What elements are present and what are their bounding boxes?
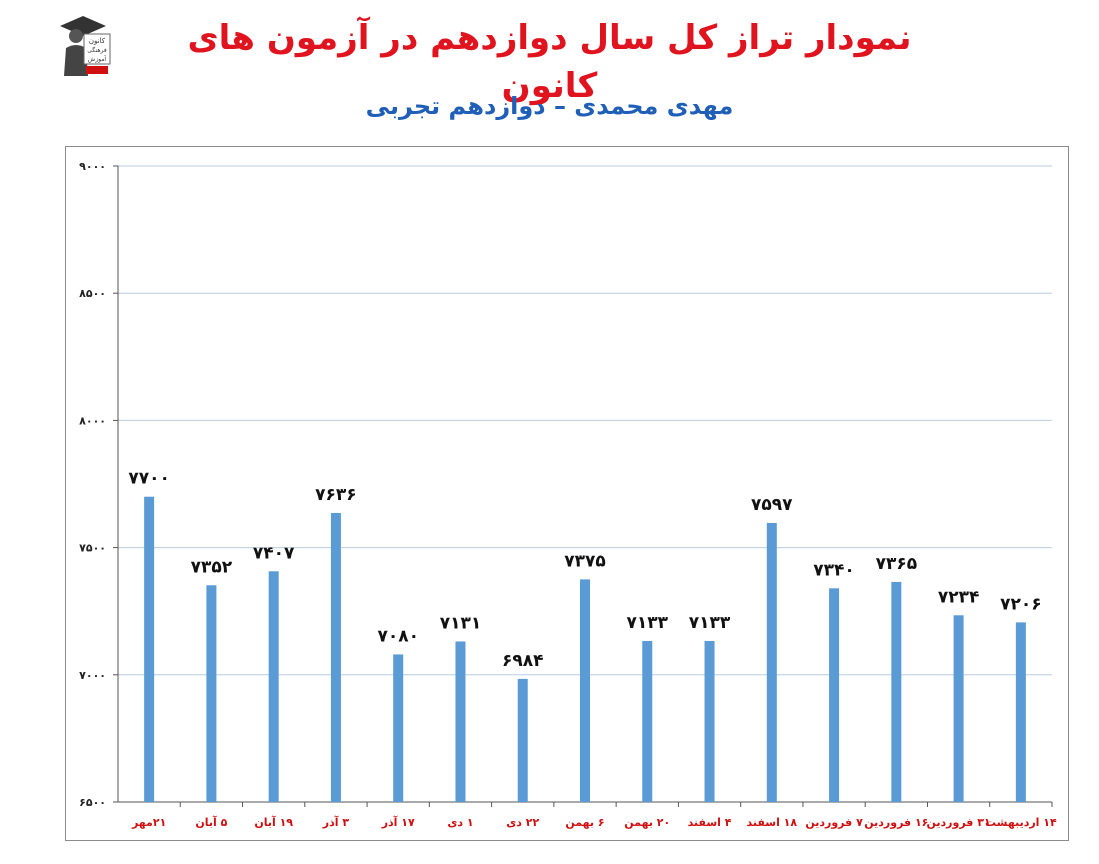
x-tick-label: ۲۱مهر — [131, 816, 166, 829]
y-tick-label: ۷۰۰۰ — [79, 669, 106, 682]
chart-area — [65, 146, 1069, 841]
x-tick-label: ۴ اسفند — [688, 816, 732, 829]
bar — [144, 496, 155, 802]
x-tick-label: ۱۶ فروردین — [864, 816, 928, 829]
data-label: ۷۵۹۷ — [751, 495, 793, 515]
x-tick-label: ۱۸ اسفند — [746, 816, 797, 829]
y-tick-label: ۷۵۰۰ — [79, 542, 106, 555]
bar — [455, 641, 466, 802]
data-label: ۷۰۸۰ — [377, 626, 419, 646]
data-label: ۷۳۴۰ — [813, 560, 855, 580]
x-tick-label: ۶ بهمن — [565, 816, 604, 829]
bar — [393, 654, 404, 802]
data-label: ۷۶۳۶ — [315, 485, 357, 505]
x-tick-label: ۱۷ آذر — [381, 815, 415, 829]
svg-text:آموزش: آموزش — [88, 54, 107, 63]
bar — [642, 640, 653, 802]
data-label: ۷۱۳۱ — [440, 613, 482, 633]
bar — [330, 513, 341, 802]
data-label: ۷۲۳۴ — [938, 587, 980, 607]
data-label: ۷۷۰۰ — [128, 469, 170, 489]
data-label: ۷۳۵۲ — [191, 557, 233, 577]
x-tick-label: ۱ دی — [447, 816, 473, 829]
y-tick-label: ۹۰۰۰ — [79, 160, 106, 173]
x-tick-label: ۳۱ فروردین — [927, 816, 991, 829]
bar — [891, 581, 902, 802]
bar — [829, 588, 840, 802]
data-label: ۶۹۸۴ — [502, 651, 544, 671]
x-tick-label: ۳ آذر — [322, 815, 350, 829]
x-tick-label: ۲۲ دی — [506, 816, 539, 829]
svg-text:فرهنگی: فرهنگی — [87, 46, 107, 54]
bar — [517, 678, 528, 802]
bar — [580, 579, 590, 802]
bar — [953, 615, 964, 802]
kanoon-logo-icon: کانون فرهنگی آموزش — [60, 16, 111, 76]
x-tick-label: ۷ فروردین — [805, 816, 863, 829]
bar — [206, 585, 217, 802]
data-label: ۷۱۳۳ — [627, 613, 669, 633]
bar — [766, 522, 777, 802]
chart-title: نمودار تراز کل سال دوازدهم در آزمون های … — [187, 18, 912, 106]
data-label: ۷۳۷۵ — [564, 551, 606, 571]
y-tick-label: ۸۵۰۰ — [79, 287, 106, 300]
bar — [704, 640, 715, 802]
y-tick-label: ۸۰۰۰ — [79, 414, 106, 427]
x-tick-label: ۵ آبان — [195, 815, 227, 829]
svg-text:کانون: کانون — [89, 37, 106, 45]
y-tick-label: ۶۵۰۰ — [79, 796, 106, 809]
x-tick-label: ۱۹ آبان — [254, 815, 293, 829]
x-tick-label: ۲۰ بهمن — [624, 816, 670, 829]
data-label: ۷۱۳۳ — [689, 613, 731, 633]
data-label: ۷۴۰۷ — [253, 543, 295, 563]
bar — [1015, 622, 1026, 802]
data-label: ۷۳۶۵ — [876, 554, 918, 574]
x-tick-label: ۱۴ اردیبهشت — [985, 816, 1057, 829]
chart-subtitle: مهدی محمدی – دوازدهم تجربی — [365, 92, 734, 120]
data-label: ۷۲۰۶ — [1000, 594, 1042, 614]
bar — [268, 571, 279, 802]
